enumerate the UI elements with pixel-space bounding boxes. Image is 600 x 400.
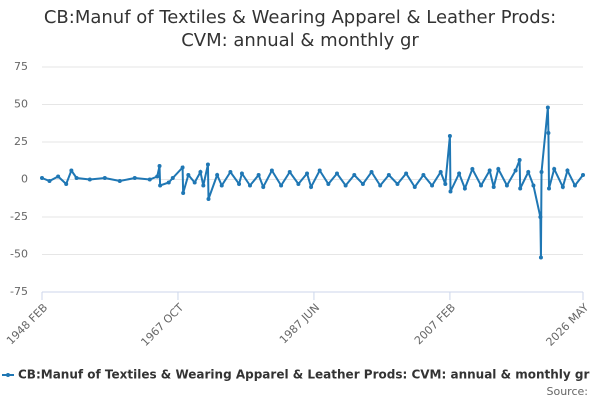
point [206, 197, 211, 201]
point [215, 173, 220, 177]
point [447, 134, 452, 138]
point [470, 167, 475, 171]
source: Source: [547, 385, 589, 398]
y-tick-label: 50 [14, 98, 28, 111]
point [479, 183, 484, 188]
point [504, 183, 509, 188]
x-tick-label: 1948 FEB [4, 301, 50, 347]
point [239, 171, 244, 176]
point [360, 182, 365, 186]
point [201, 183, 206, 188]
point [186, 173, 191, 177]
point [56, 174, 61, 179]
y-tick-label: -50 [10, 248, 28, 261]
y-tick-label: -25 [10, 210, 28, 223]
point [531, 183, 536, 188]
x-tick-label: 2007 FEB [412, 301, 458, 347]
point [47, 179, 52, 183]
point [412, 185, 417, 189]
point [560, 185, 565, 189]
point [117, 179, 122, 183]
point [219, 183, 224, 188]
point [157, 164, 162, 168]
point [170, 176, 175, 180]
point [102, 176, 107, 180]
point [343, 183, 348, 188]
point [496, 167, 501, 171]
point [40, 176, 44, 180]
point [538, 255, 543, 260]
point [448, 189, 453, 194]
y-tick-label: 75 [14, 60, 28, 73]
line [41, 107, 584, 258]
point [547, 186, 552, 191]
x-tick-label: 1967 OCT [138, 301, 186, 349]
point [287, 170, 292, 174]
point [279, 183, 284, 188]
point [326, 182, 331, 186]
x-tick-label: 1987 JUN [277, 301, 322, 346]
point [421, 173, 426, 177]
chart-title: CB:Manuf of Textiles & Wearing Apparel &… [43, 7, 557, 51]
point [513, 168, 518, 173]
point [181, 191, 186, 195]
point [491, 185, 496, 189]
point [438, 170, 443, 174]
point [158, 183, 163, 188]
point [256, 173, 261, 177]
point [147, 177, 152, 182]
point [462, 186, 467, 191]
point [192, 180, 197, 185]
point [180, 165, 185, 170]
point [305, 171, 310, 176]
x-tick-label: 2026 MAY [544, 301, 592, 349]
point [518, 186, 523, 191]
point [526, 170, 531, 174]
point [352, 173, 357, 177]
point [87, 177, 92, 182]
point [572, 183, 577, 188]
point [198, 170, 203, 174]
point [296, 182, 301, 186]
point [517, 158, 522, 162]
point [546, 131, 551, 135]
point [74, 176, 79, 180]
point [69, 168, 74, 173]
point [334, 171, 339, 176]
point [538, 215, 543, 219]
point [552, 167, 557, 171]
point [309, 185, 314, 189]
point [228, 170, 233, 174]
point [539, 170, 544, 174]
point [565, 168, 570, 173]
point [378, 183, 383, 188]
point [205, 162, 210, 167]
y-tick-label: -75 [10, 285, 28, 298]
point [237, 182, 242, 186]
y-tick-label: 0 [21, 173, 28, 186]
point [386, 173, 391, 177]
point [545, 105, 550, 110]
point [166, 180, 171, 185]
point [369, 170, 374, 174]
point [581, 173, 585, 177]
point [132, 176, 137, 180]
point [64, 182, 69, 186]
legend-label: CB:Manuf of Textiles & Wearing Apparel &… [18, 368, 590, 382]
point [395, 182, 400, 186]
legend-marker [6, 373, 10, 377]
point [430, 183, 435, 188]
point [247, 183, 252, 188]
point [269, 168, 274, 173]
point [317, 168, 322, 173]
point [404, 171, 409, 176]
point [487, 168, 492, 173]
y-tick-label: 25 [14, 135, 28, 148]
point [443, 182, 448, 186]
point [155, 174, 160, 179]
point [261, 185, 266, 189]
point [457, 171, 462, 176]
